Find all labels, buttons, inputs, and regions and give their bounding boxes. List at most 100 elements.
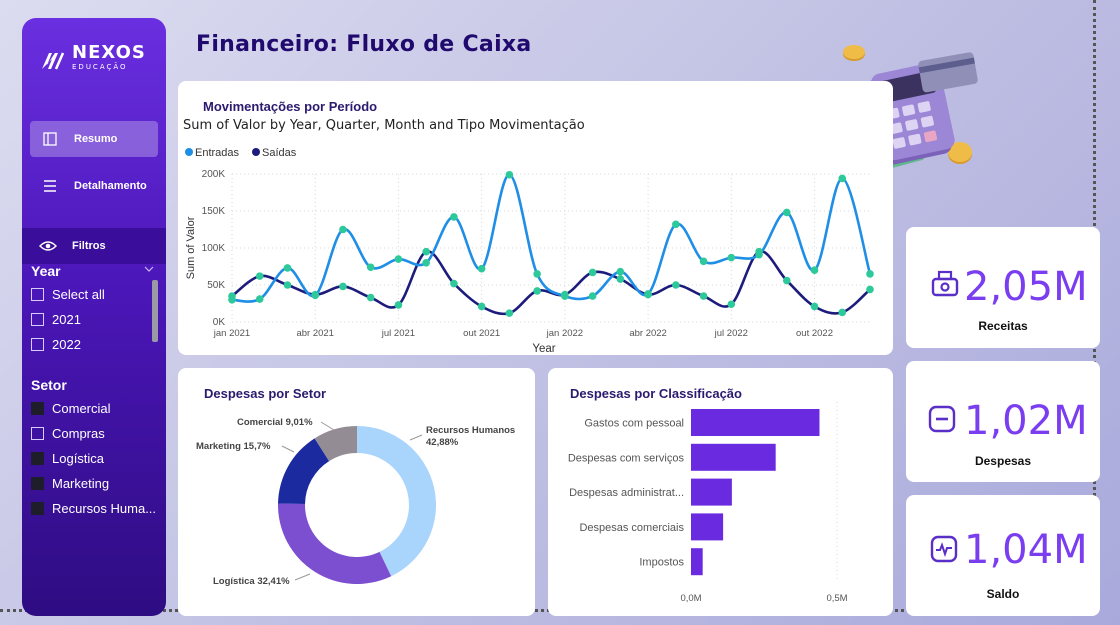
checkbox-checked[interactable] xyxy=(31,502,44,515)
minus-square-icon xyxy=(928,405,956,433)
data-point-entradas xyxy=(255,295,264,303)
bar xyxy=(691,443,776,471)
series-line-saidas xyxy=(231,250,871,316)
data-point-entradas xyxy=(283,264,292,272)
legend-marker xyxy=(185,148,193,156)
setor-option-label: Recursos Huma... xyxy=(52,501,157,516)
checkbox[interactable] xyxy=(31,288,44,301)
data-point-saidas xyxy=(311,290,320,299)
y-tick-label: 150K xyxy=(202,206,226,217)
setor-option-comercial[interactable]: Comercial xyxy=(31,401,111,416)
data-point-entradas xyxy=(727,253,736,262)
setor-option-logistica[interactable]: Logística xyxy=(31,451,104,466)
data-point-saidas xyxy=(588,268,597,277)
data-point-saidas xyxy=(283,281,292,289)
x-tick-label: out 2022 xyxy=(796,328,833,339)
logo: NEXOS EDUCAÇÃO xyxy=(40,44,150,76)
legend-label: Entradas xyxy=(195,147,240,159)
x-tick-label: jul 2022 xyxy=(714,328,748,339)
x-axis-label: Year xyxy=(532,343,555,355)
data-point-saidas xyxy=(561,290,569,299)
checkbox-checked[interactable] xyxy=(31,477,44,490)
data-point-entradas xyxy=(672,220,680,229)
filters-label: Filtros xyxy=(72,240,106,252)
kpi-card-receitas: 2,05M Receitas xyxy=(906,227,1100,348)
y-tick-label: 50K xyxy=(207,280,225,291)
x-tick-label: abr 2021 xyxy=(296,328,334,339)
bar-chart: Gastos com pessoal Despesas com serviços D… xyxy=(568,402,848,604)
data-point-entradas xyxy=(810,266,819,274)
year-filter-scrollbar[interactable] xyxy=(152,280,158,342)
year-option-label: 2021 xyxy=(52,312,81,327)
donut-slice-label: 42,88% xyxy=(426,437,459,448)
logo-text: NEXOS EDUCAÇÃO xyxy=(72,44,146,74)
data-point-saidas xyxy=(477,302,486,311)
line-chart-subtitle: Sum of Valor by Year, Quarter, Month and… xyxy=(183,118,585,133)
setor-option-marketing[interactable]: Marketing xyxy=(31,476,109,491)
nexos-logo-icon xyxy=(42,52,65,70)
data-point-entradas xyxy=(699,257,708,266)
data-point-saidas xyxy=(394,301,403,309)
data-point-saidas xyxy=(644,290,652,299)
setor-option-compras[interactable]: Compras xyxy=(31,426,105,441)
kpi-despesas-label: Despesas xyxy=(974,454,1032,468)
pulse-icon xyxy=(930,535,958,563)
data-point-entradas xyxy=(866,270,874,278)
checkbox[interactable] xyxy=(31,427,44,440)
year-option-label: 2022 xyxy=(52,337,81,352)
setor-option-label: Marketing xyxy=(52,476,110,491)
nav-detalhamento[interactable]: Detalhamento xyxy=(30,168,158,204)
eye-icon xyxy=(38,240,58,252)
checkbox-checked[interactable] xyxy=(31,452,44,465)
layout-icon xyxy=(40,132,60,146)
kpi-card-despesas: 1,02M Despesas xyxy=(906,361,1100,482)
line-chart: Entradas Saídas 0K 50K 100K 150K 200K jan 2021 a… xyxy=(185,147,874,355)
data-point-saidas xyxy=(699,292,708,300)
data-point-saidas xyxy=(810,302,819,311)
donut-slice xyxy=(278,503,392,584)
page-title: Financeiro: Fluxo de Caixa xyxy=(196,32,532,57)
bar-category-label: Gastos com pessoal xyxy=(584,418,684,430)
kpi-receitas-label: Receitas xyxy=(978,319,1028,333)
data-point-saidas xyxy=(366,293,375,302)
y-tick-label: 100K xyxy=(202,243,226,254)
setor-option-label: Compras xyxy=(52,426,105,441)
donut-leader-line xyxy=(294,573,311,581)
y-tick-label: 0K xyxy=(213,317,226,328)
setor-filter-title: Setor xyxy=(31,377,67,393)
checkbox-checked[interactable] xyxy=(31,402,44,415)
kpi-receitas-value: 2,05M xyxy=(964,264,1088,310)
nav-resumo[interactable]: Resumo xyxy=(30,121,158,157)
checkbox[interactable] xyxy=(31,313,44,326)
x-tick-label: abr 2022 xyxy=(629,328,667,339)
kpi-card-saldo: 1,04M Saldo xyxy=(906,495,1100,616)
year-option-label: Select all xyxy=(52,287,105,302)
year-option-2022[interactable]: 2022 xyxy=(31,337,81,352)
year-option-2021[interactable]: 2021 xyxy=(31,312,81,327)
setor-option-recursos-humanos[interactable]: Recursos Huma... xyxy=(31,501,156,516)
bar xyxy=(691,478,732,506)
donut-slice-label: Logística 32,41% xyxy=(213,576,290,587)
legend-label: Saídas xyxy=(262,147,297,159)
y-axis-label: Sum of Valor xyxy=(185,216,197,279)
donut-chart-card: Despesas por Setor Recursos Humanos 42,88… xyxy=(178,368,535,616)
donut-leader-line xyxy=(409,434,423,441)
data-point-entradas xyxy=(588,292,597,300)
menu-icon xyxy=(40,180,60,192)
year-option-select-all[interactable]: Select all xyxy=(31,287,105,302)
data-point-saidas xyxy=(450,279,458,288)
bar xyxy=(691,548,703,576)
chevron-down-icon[interactable] xyxy=(144,264,154,275)
x-tick-label: jan 2021 xyxy=(213,328,250,339)
nav-resumo-label: Resumo xyxy=(74,133,118,145)
filters-toggle[interactable]: Filtros xyxy=(22,228,166,264)
data-point-entradas xyxy=(339,225,347,234)
data-point-saidas xyxy=(339,282,347,291)
data-point-saidas xyxy=(533,287,541,295)
data-point-saidas xyxy=(672,281,680,289)
data-point-entradas xyxy=(450,213,458,221)
checkbox[interactable] xyxy=(31,338,44,351)
y-tick-label: 200K xyxy=(202,169,226,180)
donut-slice xyxy=(314,426,357,462)
bar-category-label: Despesas administrat... xyxy=(569,487,684,499)
